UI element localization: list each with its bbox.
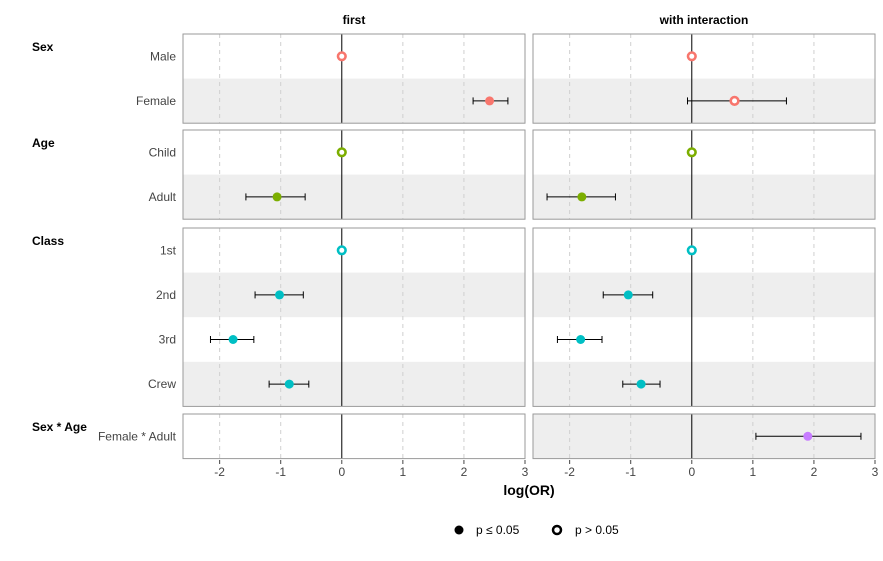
- group-label-sex-age: Sex * Age: [32, 420, 87, 434]
- category-label-1st: 1st: [160, 243, 177, 257]
- point-with-interaction-female: [729, 95, 740, 106]
- panel-border: [182, 413, 526, 460]
- panel-border: [182, 129, 526, 220]
- x-tick-label: 0: [688, 465, 695, 479]
- legend-marker-not-significant: [551, 524, 563, 536]
- x-tick-label: -2: [564, 465, 575, 479]
- x-tick-label: 1: [400, 465, 407, 479]
- x-tick-label: -1: [625, 465, 636, 479]
- point-with-interaction-2nd: [623, 290, 633, 300]
- group-label-sex: Sex: [32, 40, 54, 54]
- x-axis-label: log(OR): [503, 482, 554, 498]
- point-first-adult: [272, 192, 282, 202]
- category-label-3rd: 3rd: [159, 333, 176, 347]
- category-label-2nd: 2nd: [156, 288, 176, 302]
- point-first-1st: [336, 245, 347, 256]
- x-tick-label: 3: [872, 465, 879, 479]
- point-with-interaction-1st: [686, 245, 697, 256]
- group-label-class: Class: [32, 234, 64, 248]
- row-band: [183, 174, 525, 220]
- point-first-crew: [284, 379, 294, 389]
- x-tick-label: 1: [750, 465, 757, 479]
- row-band: [183, 361, 525, 407]
- x-tick-label: -2: [214, 465, 225, 479]
- panel-border: [182, 227, 526, 407]
- point-with-interaction-crew: [636, 379, 646, 389]
- panel-border: [532, 227, 876, 407]
- point-with-interaction-male: [686, 51, 697, 62]
- panel-border: [532, 129, 876, 220]
- x-tick-label: 0: [338, 465, 345, 479]
- legend: p ≤ 0.05 p > 0.05: [454, 523, 619, 537]
- x-tick-label: 2: [811, 465, 818, 479]
- point-first-female: [485, 96, 495, 106]
- panel-border: [532, 33, 876, 124]
- point-first-male: [336, 51, 347, 62]
- panel-border: [532, 413, 876, 460]
- category-label-female: Female: [136, 94, 176, 108]
- group-label-age: Age: [32, 136, 55, 150]
- panel-title-with-interaction: with interaction: [659, 13, 749, 27]
- point-with-interaction-adult: [577, 192, 587, 202]
- point-first-3rd: [228, 335, 238, 344]
- category-label-adult: Adult: [149, 190, 177, 204]
- panel-border: [182, 33, 526, 124]
- category-label-child: Child: [149, 145, 176, 159]
- point-first-2nd: [274, 290, 284, 300]
- category-label-female-adult: Female * Adult: [98, 429, 177, 443]
- row-band: [533, 272, 875, 318]
- legend-marker-significant: [454, 525, 464, 535]
- point-with-interaction-female-adult: [803, 431, 813, 441]
- x-tick-label: 2: [461, 465, 468, 479]
- x-tick-label: -1: [275, 465, 286, 479]
- legend-label-significant: p ≤ 0.05: [476, 523, 520, 537]
- panel-title-first: first: [343, 13, 366, 27]
- category-label-crew: Crew: [148, 377, 176, 391]
- point-with-interaction-child: [686, 147, 697, 158]
- row-band: [183, 78, 525, 124]
- category-label-male: Male: [150, 49, 176, 63]
- point-first-child: [336, 147, 347, 158]
- legend-label-not-significant: p > 0.05: [575, 523, 619, 537]
- x-tick-label: 3: [522, 465, 529, 479]
- row-band: [183, 272, 525, 318]
- point-with-interaction-3rd: [576, 335, 586, 344]
- row-band: [533, 361, 875, 407]
